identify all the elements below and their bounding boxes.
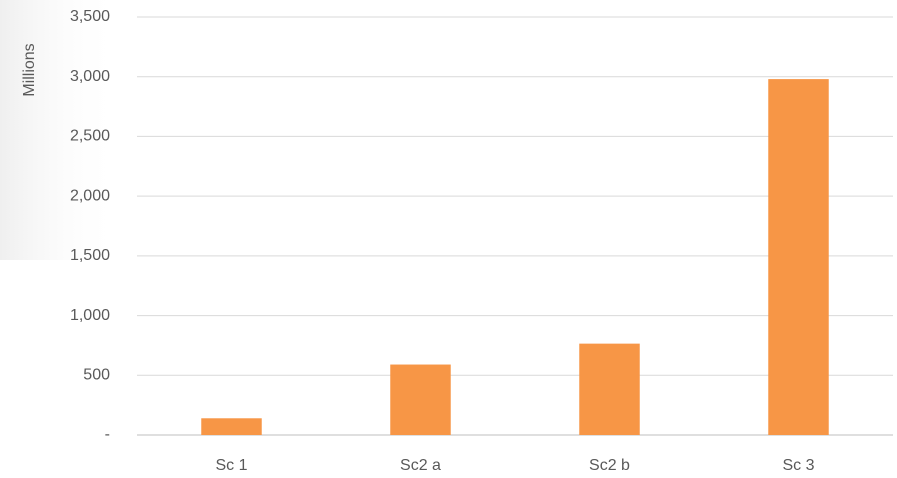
y-tick-label: - [105, 426, 110, 443]
chart: Millions - 500 1,000 1,500 2,000 2,500 3,000 3,… [0, 0, 897, 478]
y-tick-label: 2,500 [70, 128, 110, 145]
bar [390, 365, 450, 435]
x-tick-label: Sc 3 [782, 457, 814, 474]
bar [768, 79, 828, 435]
bar [579, 344, 639, 435]
x-tick-label: Sc2 b [589, 457, 630, 474]
y-tick-label: 3,500 [70, 8, 110, 25]
bar [201, 418, 261, 435]
x-tick-label: Sc 1 [215, 457, 247, 474]
x-tick-label: Sc2 a [400, 457, 441, 474]
y-tick-label: 1,500 [70, 247, 110, 264]
y-tick-label: 500 [83, 367, 110, 384]
y-tick-label: 2,000 [70, 187, 110, 204]
y-axis-label: Millions [21, 43, 38, 96]
y-tick-label: 1,000 [70, 307, 110, 324]
y-tick-label: 3,000 [70, 68, 110, 85]
